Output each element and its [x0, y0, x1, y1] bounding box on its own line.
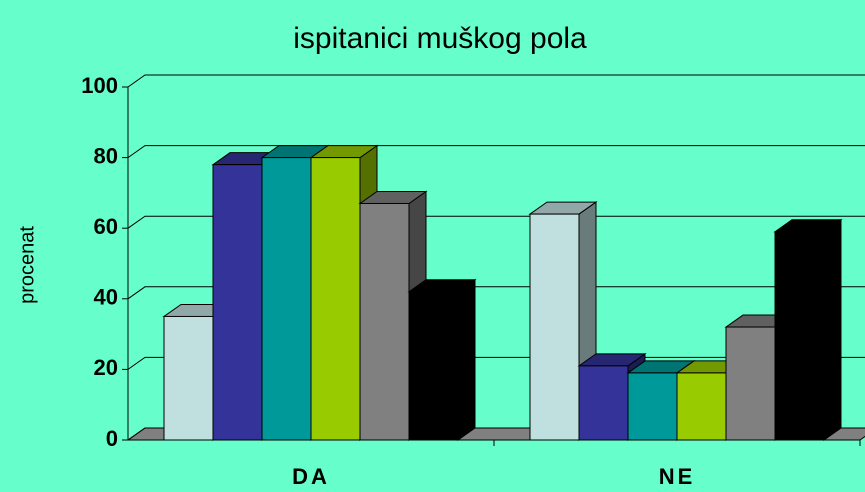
bar-face [578, 365, 629, 441]
y-tick-label: 100 [81, 73, 118, 98]
bar-face [774, 231, 825, 441]
y-tick-label: 60 [94, 214, 118, 239]
bar-face [408, 291, 459, 441]
bar [407, 278, 477, 441]
bar-face [823, 218, 842, 441]
bar-face [310, 157, 361, 441]
y-tick-label: 40 [94, 285, 118, 310]
y-tick-label: 0 [106, 426, 118, 451]
x-tick-label: DA [292, 464, 330, 489]
y-tick-label: 20 [94, 355, 118, 380]
bar-face [212, 164, 263, 441]
bar-face [359, 202, 410, 441]
bar-face [725, 326, 776, 441]
grid-line [127, 215, 865, 229]
y-axis-label: procenat [16, 226, 38, 304]
bar [773, 218, 843, 441]
chart-title: ispitanici muškog pola [293, 22, 587, 55]
y-tick-label: 80 [94, 143, 118, 168]
grid-line [127, 286, 865, 300]
bar-face [529, 213, 580, 441]
bar-face [676, 372, 727, 441]
grid-line [127, 74, 865, 88]
x-tick-label: NE [659, 464, 696, 489]
bar-face [627, 372, 678, 441]
bar-face [163, 315, 214, 441]
grid-line [127, 145, 865, 159]
bar-face [261, 157, 312, 441]
bar-face [457, 278, 476, 441]
